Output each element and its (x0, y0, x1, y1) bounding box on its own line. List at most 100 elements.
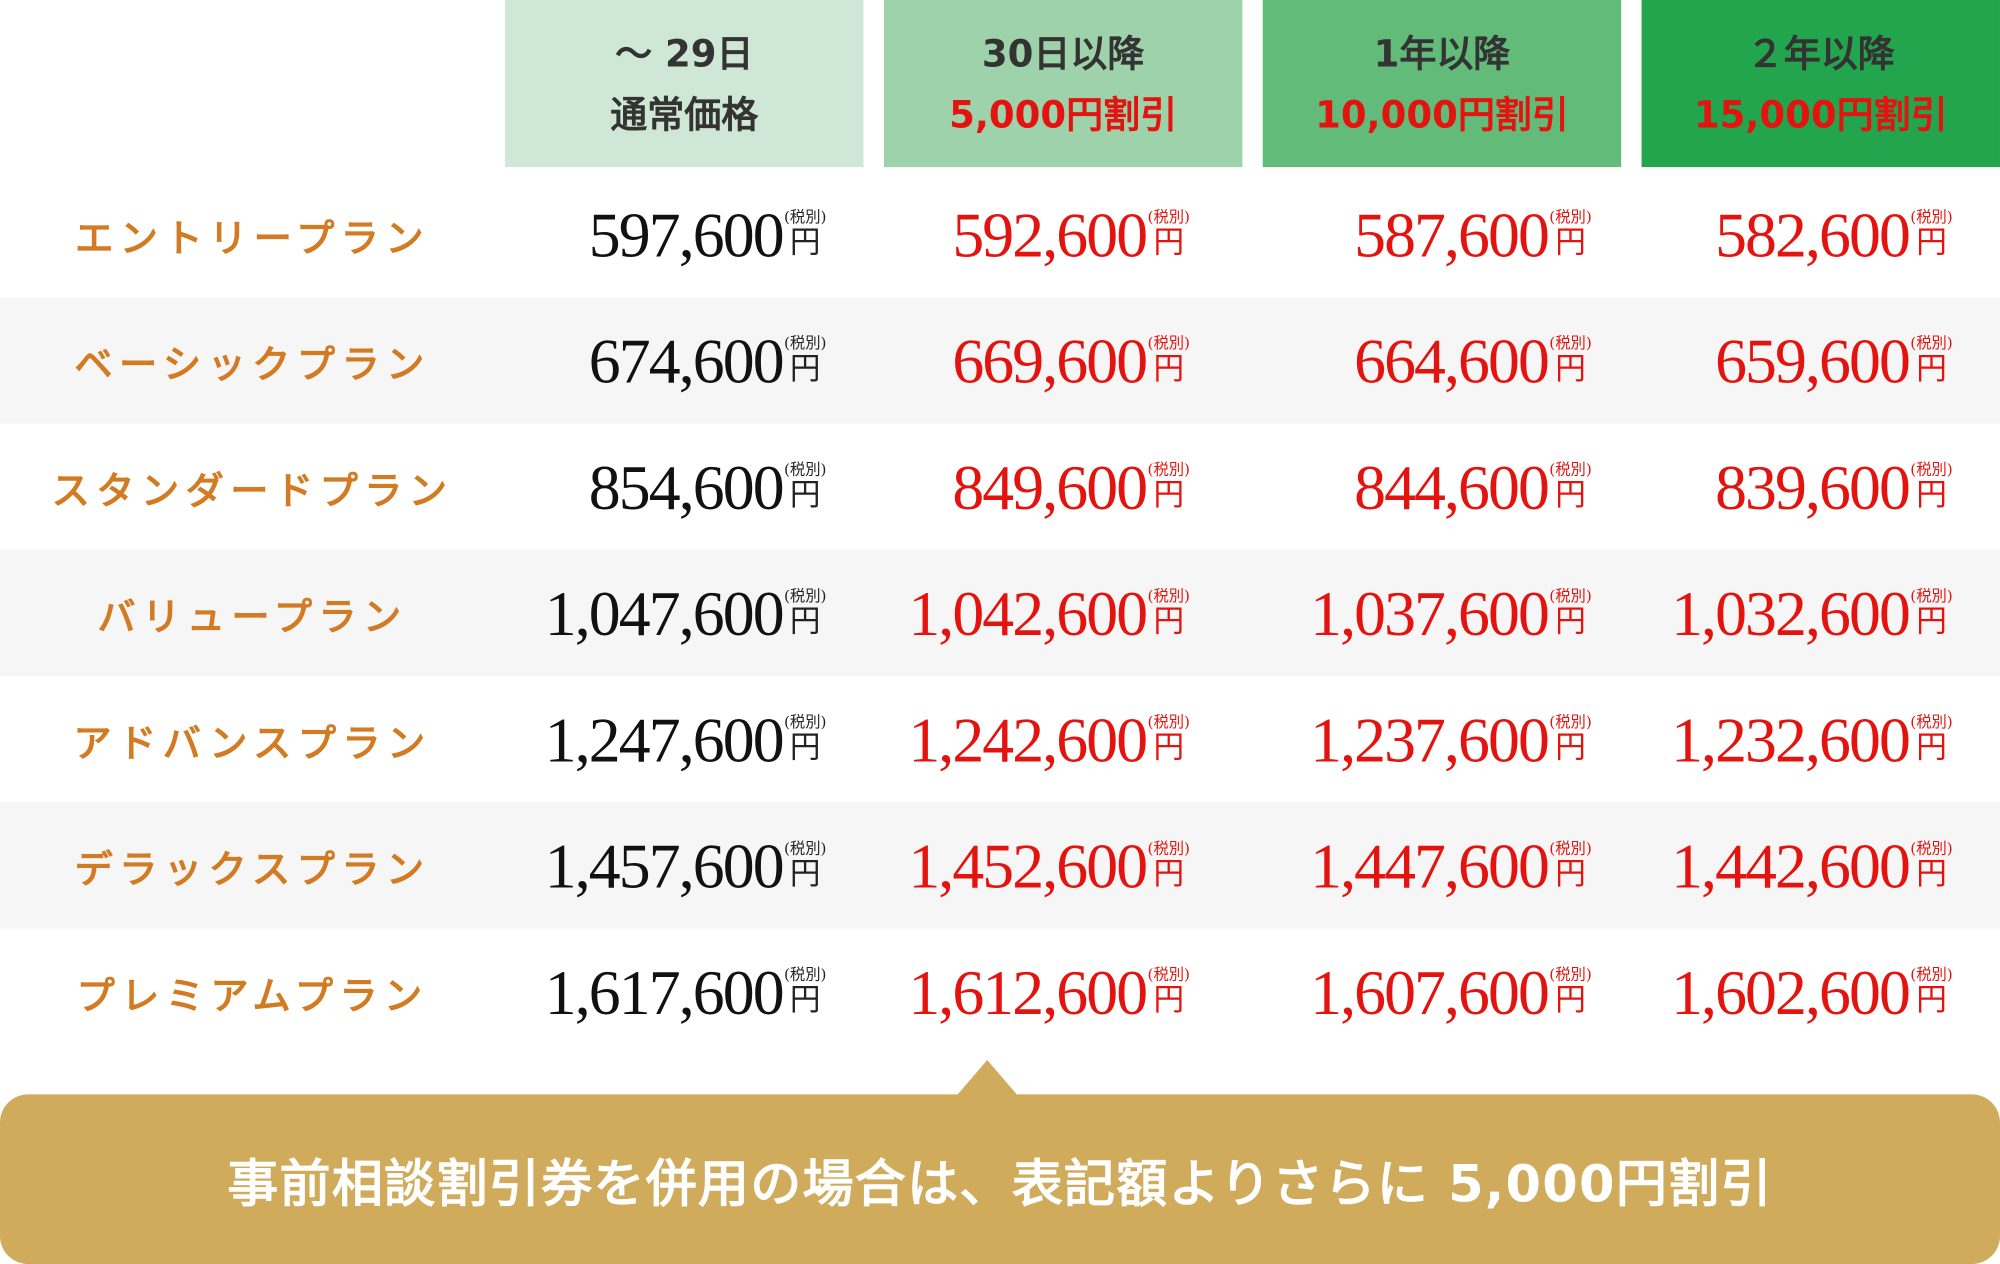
yen-label: 円 (1916, 350, 1947, 387)
price-unit: (税別) 円 (784, 335, 827, 385)
price-unit: (税別) 円 (1910, 965, 1953, 1016)
plan-name: バリュープラン (97, 595, 408, 640)
price-value: 1,047,600 (544, 577, 785, 649)
tax-excluded-label: (税別) (1549, 713, 1592, 731)
tax-excluded-label: (税別) (783, 460, 827, 479)
yen-label: 円 (1916, 603, 1947, 640)
column-header-period: 30日以降 (981, 31, 1145, 75)
banner-text: 事前相談割引券を併用の場合は、表記額よりさらに 5,000円割引 (227, 1154, 1773, 1214)
table-row: エントリープラン 597,600 (税別) 円 592,600 (税別) 円 587,600(… (0, 171, 2000, 297)
discount-price-cell: 839,600 (税別) 円 (1642, 423, 1953, 549)
yen-label: 円 (1153, 224, 1185, 261)
yen-label: 円 (789, 224, 821, 261)
yen-label: 円 (789, 982, 821, 1018)
tax-excluded-label: (税別) (783, 713, 827, 731)
discount-price-cell: 849,600 (税別) 円 (884, 423, 1190, 549)
discount-price-cell: 659,600 (税別) 円 (1642, 297, 1953, 423)
discount-price-cell: 1,602,600 (税別) 円 (1642, 929, 1953, 1055)
tax-excluded-label: (税別) (783, 207, 827, 226)
tax-excluded-label: (税別) (1549, 586, 1592, 605)
price-value: 1,247,600 (544, 703, 785, 775)
tax-excluded-label: (税別) (1147, 713, 1191, 731)
yen-label: 円 (1555, 855, 1586, 892)
column-header-1year: 1年以降 10,000円割引 (1262, 0, 1622, 168)
price-unit: (税別) 円 (1549, 714, 1592, 764)
table-row: プレミアムプラン 1,617,600 (税別) 円 1,612,600 (税別) 円 1,60… (0, 929, 2000, 1055)
plan-name: スタンダードプラン (51, 468, 454, 514)
price-unit: (税別) 円 (1147, 335, 1190, 385)
yen-label: 円 (1153, 729, 1185, 766)
price-value: 1,242,600 (908, 703, 1148, 775)
discount-price-cell: 1,442,600 (税別) 円 (1642, 802, 1953, 928)
price-value: 1,442,600 (1671, 829, 1911, 902)
discount-price-cell: 592,600 (税別) 円 (884, 171, 1190, 297)
plan-name: デラックスプラン (74, 847, 431, 893)
price-value: 844,600 (1354, 450, 1550, 523)
discount-price-cell: 664,600 (税別) 円 (1263, 297, 1592, 423)
price-unit: (税別) 円 (784, 209, 827, 259)
price-value: 664,600 (1354, 324, 1550, 397)
tax-excluded-label: (税別) (1147, 334, 1191, 353)
price-unit: (税別) 円 (1910, 335, 1953, 385)
price-unit: (税別) 円 (1147, 839, 1191, 890)
price-unit: (税別) 円 (1910, 209, 1953, 259)
price-value: 1,452,600 (908, 829, 1148, 902)
tax-excluded-label: (税別) (1910, 334, 1953, 353)
yen-label: 円 (1555, 982, 1586, 1018)
price-unit: (税別) 円 (783, 965, 827, 1018)
discount-price-cell: 1,232,600 (税別) 円 (1642, 676, 1953, 802)
price-unit: (税別) 円 (1549, 586, 1592, 637)
column-header-discount: 10,000円割引 (1315, 92, 1569, 136)
price-value: 592,600 (952, 198, 1148, 270)
price-value: 1,457,600 (544, 829, 785, 902)
yen-label: 円 (1916, 224, 1947, 261)
price-unit: (税別) 円 (1910, 714, 1953, 764)
tax-excluded-label: (税別) (783, 586, 827, 605)
table-row: バリュープラン 1,047,600 (税別) 円 1,042,600 (税別) 円 1,037… (0, 549, 2000, 677)
tax-excluded-label: (税別) (783, 965, 827, 984)
table-row: アドバンスプラン 1,247,600 (税別) 円 1,242,600 (税別) 円 1,23… (0, 676, 2000, 802)
yen-label: 円 (789, 603, 821, 640)
column-header-discount: 15,000円割引 (1693, 92, 1948, 136)
table-row: スタンダードプラン 854,600 (税別) 円 849,600 (税別) 円 844,600… (0, 423, 2000, 549)
column-header-period: 1年以降 (1373, 31, 1511, 75)
yen-label: 円 (1555, 729, 1586, 766)
yen-label: 円 (1555, 350, 1586, 387)
price-unit: (税別) 円 (784, 714, 827, 764)
price-unit: (税別) 円 (1910, 461, 1953, 511)
discount-price-cell: 844,600 (税別) 円 (1263, 423, 1592, 549)
price-unit: (税別) 円 (783, 586, 827, 640)
price-value: 1,602,600 (1671, 955, 1911, 1028)
price-unit: (税別) 円 (1147, 209, 1190, 259)
yen-label: 円 (1153, 603, 1185, 640)
tax-excluded-label: (税別) (1147, 839, 1191, 858)
column-header-regular: ～ 29日 通常価格 (505, 0, 864, 168)
tax-excluded-label: (税別) (1910, 586, 1953, 605)
price-value: 854,600 (588, 450, 785, 523)
regular-price-cell: 1,457,600 (税別) 円 (505, 802, 827, 928)
column-header-period: ２年以降 (1746, 31, 1895, 75)
price-value: 1,617,600 (544, 955, 785, 1028)
price-value: 1,447,600 (1310, 829, 1550, 902)
yen-label: 円 (789, 855, 821, 892)
tax-excluded-label: (税別) (1910, 965, 1953, 984)
price-value: 1,037,600 (1310, 577, 1550, 649)
yen-label: 円 (1916, 729, 1947, 766)
tax-excluded-label: (税別) (1147, 965, 1191, 984)
yen-label: 円 (1555, 477, 1586, 513)
price-value: 1,032,600 (1671, 577, 1911, 649)
column-header-2year: ２年以降 15,000円割引 (1641, 0, 2000, 168)
tax-excluded-label: (税別) (783, 839, 827, 858)
price-unit: (税別) 円 (1147, 461, 1190, 513)
price-unit: (税別) 円 (1549, 335, 1592, 385)
table-row: デラックスプラン 1,457,600 (税別) 円 1,452,600 (税別) 円 1,44… (0, 802, 2000, 929)
price-value: 674,600 (588, 324, 785, 397)
yen-label: 円 (1153, 477, 1185, 513)
price-value: 1,042,600 (908, 577, 1148, 649)
yen-label: 円 (789, 729, 821, 766)
price-unit: (税別) 円 (783, 460, 827, 511)
discount-price-cell: 1,447,600 (税別) 円 (1263, 802, 1592, 928)
price-unit: (税別) 円 (1549, 209, 1592, 259)
regular-price-cell: 1,617,600 (税別) 円 (505, 929, 827, 1055)
discount-price-cell: 1,607,600 (税別) 円 (1263, 929, 1592, 1055)
